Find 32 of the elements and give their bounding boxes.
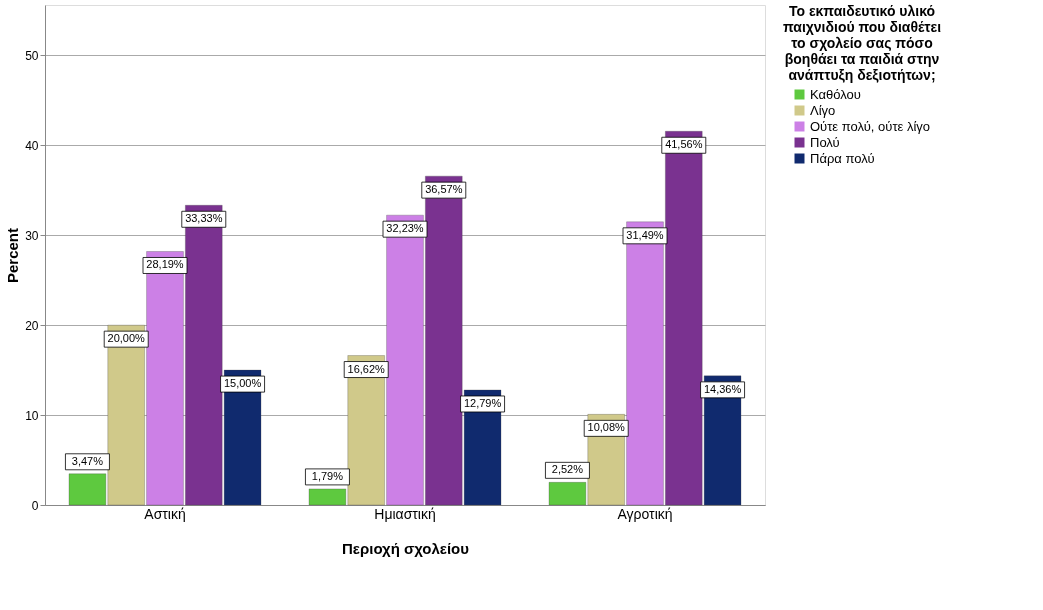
data-label: 15,00% (223, 377, 262, 390)
x-tick-label: Αγροτική (617, 505, 673, 522)
legend-label: Πάρα πολύ (810, 150, 875, 166)
x-tick-label: Αστική (144, 505, 186, 522)
data-label: 2,52% (551, 463, 584, 476)
data-label: 36,57% (425, 183, 463, 196)
data-label: 33,33% (185, 212, 223, 225)
data-label: 3,47% (71, 454, 104, 467)
legend-label: Πολύ (810, 134, 840, 150)
data-label: 10,08% (587, 421, 626, 434)
data-label: 31,49% (626, 228, 664, 241)
legend-label: Λίγο (810, 102, 836, 118)
data-label: 12,79% (463, 396, 502, 409)
y-tick-label: 40 (25, 138, 39, 153)
data-label: 14,36% (703, 382, 742, 395)
y-tick-label: 30 (25, 228, 39, 243)
y-tick-label: 0 (31, 498, 39, 513)
legend-title: Το εκπαιδευτικό υλικό παιχνιδιού που διαθέτει το σχολείο σας πόσο βοηθάει τα παιδιά στην ανάπτυξη δεξιοτήτων; (782, 3, 942, 83)
data-label: 41,56% (665, 138, 703, 151)
data-label: 16,62% (347, 362, 386, 375)
y-axis-title: Percent (4, 227, 22, 284)
legend-label: Καθόλου (810, 86, 861, 102)
data-label: 32,23% (386, 222, 424, 235)
data-label: 1,79% (311, 469, 344, 482)
y-tick-label: 10 (25, 408, 39, 423)
y-tick-label: 20 (25, 318, 39, 333)
data-label: 28,19% (146, 258, 184, 271)
legend-label: Ούτε πολύ, ούτε λίγο (810, 118, 931, 134)
x-tick-label: Ημιαστική (374, 505, 436, 522)
data-label: 20,00% (107, 332, 146, 345)
y-tick-label: 50 (25, 48, 39, 63)
x-axis-title: Περιοχή σχολείου (341, 539, 470, 557)
